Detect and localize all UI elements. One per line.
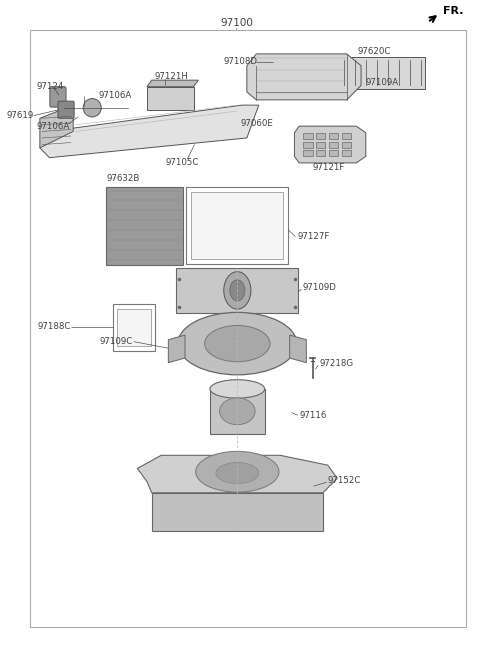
Polygon shape: [289, 335, 306, 363]
FancyBboxPatch shape: [329, 150, 338, 156]
FancyBboxPatch shape: [316, 150, 325, 156]
Circle shape: [224, 272, 251, 309]
Text: 97109D: 97109D: [303, 283, 337, 292]
Ellipse shape: [178, 313, 297, 374]
Text: 97620C: 97620C: [358, 47, 391, 57]
FancyBboxPatch shape: [303, 133, 312, 139]
Circle shape: [230, 280, 245, 301]
Polygon shape: [152, 493, 323, 531]
FancyBboxPatch shape: [50, 87, 66, 107]
Text: 97632B: 97632B: [107, 174, 140, 183]
Text: 97121F: 97121F: [312, 163, 345, 172]
FancyBboxPatch shape: [107, 187, 182, 265]
FancyBboxPatch shape: [117, 309, 151, 346]
FancyBboxPatch shape: [303, 150, 312, 156]
Polygon shape: [147, 80, 198, 87]
Ellipse shape: [204, 325, 270, 362]
Ellipse shape: [216, 463, 259, 484]
Text: 97619: 97619: [6, 111, 34, 120]
Polygon shape: [40, 105, 73, 148]
Text: 97109A: 97109A: [366, 78, 399, 87]
Text: 97116: 97116: [299, 411, 326, 420]
Text: 97106A: 97106A: [36, 122, 70, 131]
Text: 97100: 97100: [220, 18, 253, 28]
FancyBboxPatch shape: [342, 150, 351, 156]
Text: 97106A: 97106A: [98, 91, 132, 101]
Text: 97060E: 97060E: [240, 119, 274, 128]
Text: 97152C: 97152C: [328, 476, 361, 486]
Text: 97121H: 97121H: [154, 72, 188, 81]
FancyBboxPatch shape: [329, 142, 338, 148]
Polygon shape: [137, 455, 337, 493]
FancyBboxPatch shape: [191, 192, 284, 259]
Ellipse shape: [196, 451, 279, 492]
FancyBboxPatch shape: [303, 142, 312, 148]
Ellipse shape: [210, 380, 264, 398]
FancyBboxPatch shape: [316, 133, 325, 139]
Ellipse shape: [83, 99, 101, 117]
Polygon shape: [40, 105, 259, 158]
Polygon shape: [168, 335, 185, 363]
FancyBboxPatch shape: [342, 142, 351, 148]
FancyBboxPatch shape: [337, 57, 425, 89]
Text: 97127F: 97127F: [298, 232, 330, 241]
FancyBboxPatch shape: [177, 268, 298, 313]
Polygon shape: [294, 126, 366, 163]
Ellipse shape: [219, 398, 255, 424]
FancyBboxPatch shape: [329, 133, 338, 139]
FancyBboxPatch shape: [58, 101, 74, 118]
Text: 97218G: 97218G: [319, 359, 353, 368]
FancyBboxPatch shape: [342, 133, 351, 139]
FancyBboxPatch shape: [147, 87, 193, 110]
FancyBboxPatch shape: [316, 142, 325, 148]
Text: 97124: 97124: [36, 82, 64, 91]
Text: FR.: FR.: [443, 5, 463, 16]
Text: 97109C: 97109C: [99, 337, 132, 346]
Text: 97105C: 97105C: [166, 158, 199, 167]
Text: 97108D: 97108D: [223, 57, 257, 66]
Text: 97188C: 97188C: [37, 322, 71, 331]
FancyBboxPatch shape: [210, 389, 264, 434]
Polygon shape: [247, 54, 361, 100]
